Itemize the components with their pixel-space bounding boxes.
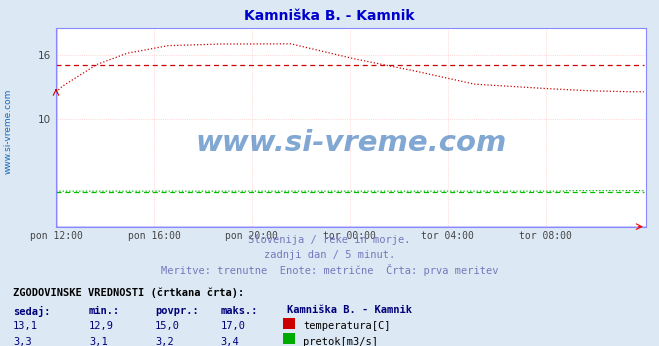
Text: zadnji dan / 5 minut.: zadnji dan / 5 minut.: [264, 250, 395, 260]
Text: maks.:: maks.:: [221, 307, 258, 316]
Text: 3,3: 3,3: [13, 337, 32, 346]
Text: ZGODOVINSKE VREDNOSTI (črtkana črta):: ZGODOVINSKE VREDNOSTI (črtkana črta):: [13, 287, 244, 298]
Text: 15,0: 15,0: [155, 321, 180, 331]
Text: Slovenija / reke in morje.: Slovenija / reke in morje.: [248, 236, 411, 245]
Text: 13,1: 13,1: [13, 321, 38, 331]
Text: 3,2: 3,2: [155, 337, 173, 346]
Text: www.si-vreme.com: www.si-vreme.com: [195, 129, 507, 157]
Text: sedaj:: sedaj:: [13, 306, 51, 317]
Text: 3,1: 3,1: [89, 337, 107, 346]
Text: www.si-vreme.com: www.si-vreme.com: [3, 89, 13, 174]
Text: temperatura[C]: temperatura[C]: [303, 321, 391, 331]
Text: Kamniška B. - Kamnik: Kamniška B. - Kamnik: [287, 305, 412, 315]
Text: pretok[m3/s]: pretok[m3/s]: [303, 337, 378, 346]
Text: Meritve: trenutne  Enote: metrične  Črta: prva meritev: Meritve: trenutne Enote: metrične Črta: …: [161, 264, 498, 275]
Text: 12,9: 12,9: [89, 321, 114, 331]
Text: min.:: min.:: [89, 307, 120, 316]
Text: povpr.:: povpr.:: [155, 307, 198, 316]
Text: 17,0: 17,0: [221, 321, 246, 331]
Text: Kamniška B. - Kamnik: Kamniška B. - Kamnik: [244, 9, 415, 22]
Text: 3,4: 3,4: [221, 337, 239, 346]
